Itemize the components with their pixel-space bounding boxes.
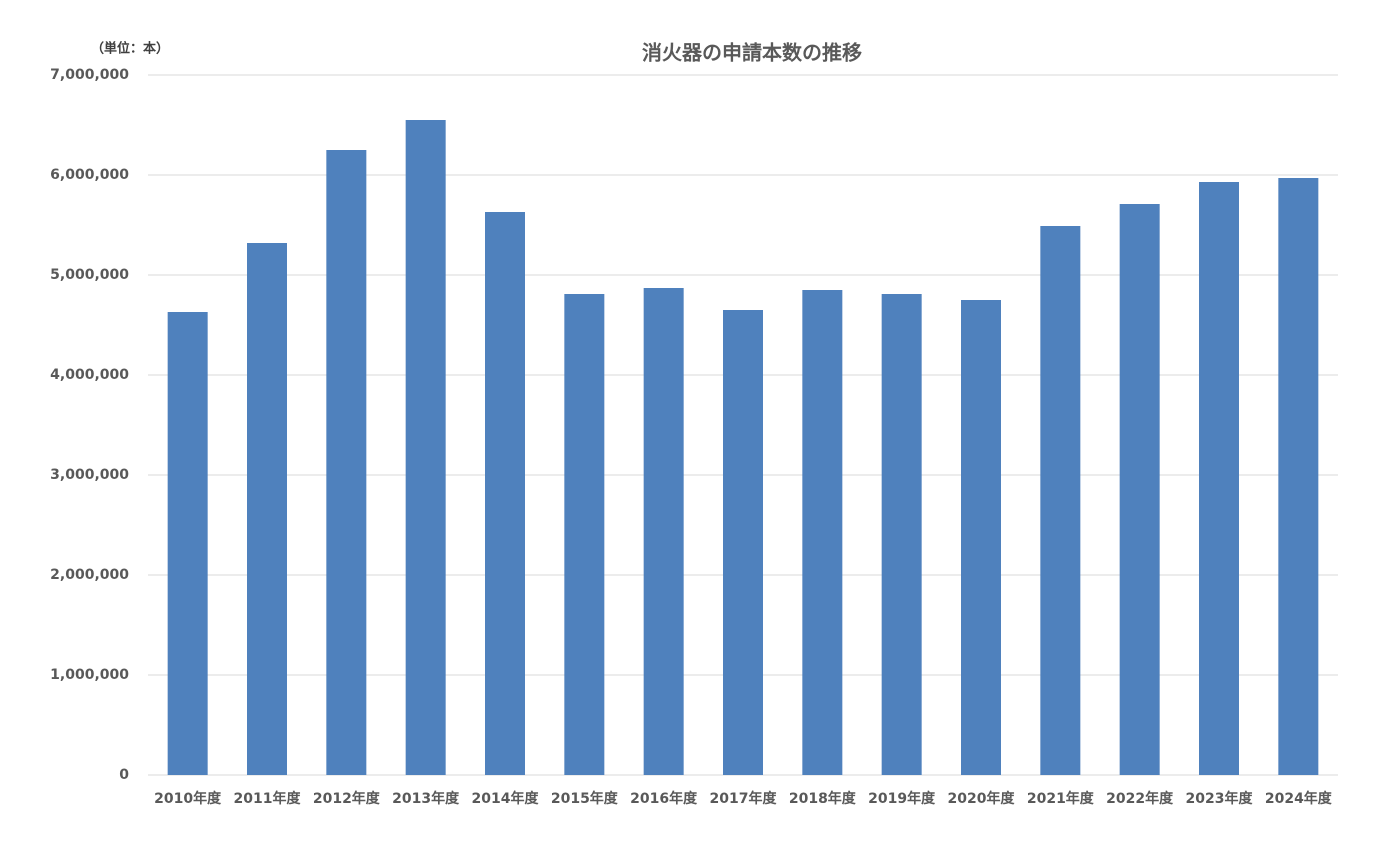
- bar: [1040, 226, 1081, 775]
- bar: [1119, 204, 1160, 775]
- x-tick-label: 2021年度: [1027, 790, 1095, 807]
- x-tick-label: 2022年度: [1106, 790, 1174, 807]
- bar: [1199, 182, 1239, 775]
- x-tick-label: 2014年度: [472, 790, 540, 807]
- bar: [485, 212, 525, 775]
- bar: [881, 294, 922, 775]
- bar: [326, 150, 367, 775]
- unit-label: （単位：本）: [91, 41, 169, 57]
- bar: [723, 310, 763, 775]
- y-tick-label: 2,000,000: [50, 567, 129, 583]
- x-tick-label: 2015年度: [551, 790, 619, 807]
- bar: [564, 294, 605, 775]
- y-tick-label: 4,000,000: [50, 367, 129, 383]
- x-tick-label: 2010年度: [154, 790, 222, 807]
- x-tick-label: 2024年度: [1265, 790, 1333, 807]
- bar: [802, 290, 843, 775]
- x-tick-label: 2012年度: [313, 790, 381, 807]
- bar: [643, 288, 684, 775]
- x-tick-label: 2017年度: [710, 790, 778, 807]
- x-tick-label: 2019年度: [868, 790, 936, 807]
- bar: [247, 243, 287, 775]
- bar: [1278, 178, 1319, 775]
- y-tick-label: 3,000,000: [50, 467, 129, 483]
- y-tick-label: 5,000,000: [50, 267, 129, 283]
- y-tick-label: 7,000,000: [50, 67, 129, 83]
- x-tick-label: 2013年度: [392, 790, 460, 807]
- y-tick-label: 6,000,000: [50, 167, 129, 183]
- x-tick-label: 2018年度: [789, 790, 857, 807]
- bar: [167, 312, 208, 775]
- x-tick-label: 2023年度: [1186, 790, 1254, 807]
- chart-title: 消火器の申請本数の推移: [642, 41, 862, 65]
- y-tick-label: 0: [119, 767, 129, 783]
- x-tick-label: 2011年度: [234, 790, 302, 807]
- bar: [961, 300, 1001, 775]
- x-tick-label: 2020年度: [948, 790, 1016, 807]
- x-tick-label: 2016年度: [630, 790, 698, 807]
- bar: [405, 120, 446, 775]
- y-tick-label: 1,000,000: [50, 667, 129, 683]
